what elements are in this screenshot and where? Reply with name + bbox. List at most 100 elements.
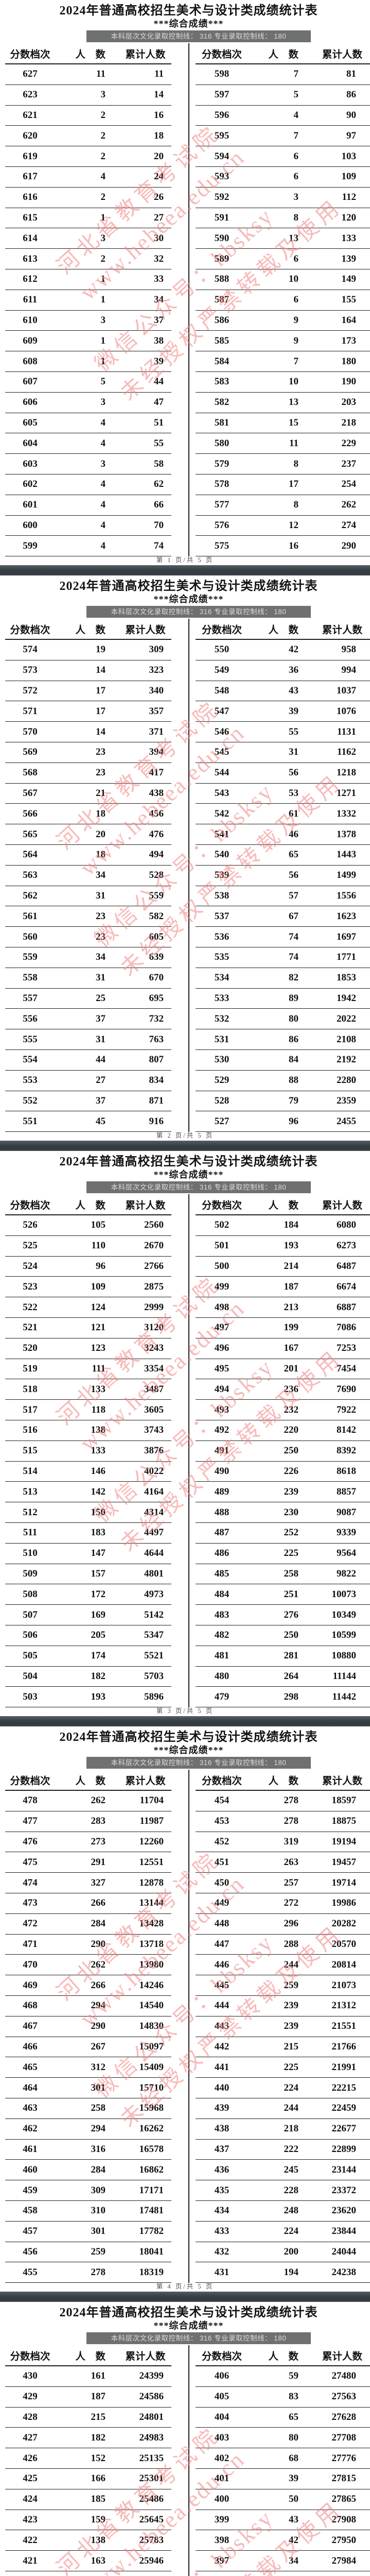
- column-header-score: 分数档次: [10, 1776, 50, 1787]
- count-cell: 1: [100, 274, 106, 285]
- cumulative-cell: 22899: [331, 2143, 357, 2155]
- table-row: 589 6 139: [196, 249, 370, 269]
- score-cell: 606: [23, 397, 38, 408]
- count-cell: 172: [91, 1588, 106, 1600]
- cumulative-cell: 19714: [331, 1877, 357, 1888]
- table-row: 479 298 11442: [196, 1687, 370, 1708]
- count-cell: 4: [100, 171, 106, 182]
- score-cell: 533: [214, 992, 230, 1004]
- table-row: 534 82 1853: [196, 968, 370, 989]
- score-cell: 553: [23, 1075, 38, 1086]
- cumulative-cell: 33: [154, 274, 164, 285]
- column-header-count: 人 数: [268, 49, 298, 60]
- count-cell: 65: [289, 849, 298, 860]
- table-row: 501 193 6273: [196, 1236, 370, 1257]
- score-cell: 487: [214, 1527, 230, 1538]
- count-cell: 1: [100, 294, 106, 306]
- score-cell: 398: [214, 2534, 230, 2546]
- table-row: 502 184 6080: [196, 1215, 370, 1236]
- page-footer: 第 2 页/共 5 页: [156, 1132, 214, 1139]
- count-cell: 74: [289, 931, 298, 942]
- score-cell: 476: [23, 1836, 38, 1847]
- table-row: 458 310 17481: [5, 2201, 171, 2222]
- control-line-band: 本科层次文化录取控制线： 316 专业录取控制线： 180: [86, 30, 311, 42]
- table-row: 423 159 25645: [5, 2510, 171, 2531]
- cumulative-cell: 13144: [139, 1897, 164, 1909]
- cumulative-cell: 27984: [331, 2555, 357, 2566]
- table-row: 561 23 582: [5, 906, 171, 927]
- table-row: 493 232 7922: [196, 1400, 370, 1420]
- count-cell: 214: [284, 1260, 299, 1272]
- table-row: 577 8 262: [196, 495, 370, 516]
- score-cell: 567: [23, 787, 38, 799]
- table-row: 579 8 237: [196, 454, 370, 474]
- page: 2024年普通高校招生美术与设计类成绩统计表 ***综合成绩*** 本科层次文化…: [0, 2302, 370, 2576]
- table-row: 530 84 2192: [196, 1050, 370, 1071]
- score-cell: 522: [23, 1301, 38, 1313]
- cumulative-cell: 1162: [337, 747, 356, 758]
- score-cell: 564: [23, 849, 38, 860]
- score-cell: 524: [23, 1260, 38, 1272]
- table-row: 460 284 16862: [5, 2160, 171, 2181]
- count-cell: 56: [289, 767, 298, 778]
- table-row: 578 17 254: [196, 474, 370, 495]
- table-row: 498 213 6887: [196, 1297, 370, 1318]
- table-row: 602 4 62: [5, 474, 171, 495]
- count-cell: 166: [91, 2473, 106, 2484]
- cumulative-cell: 5142: [144, 1609, 164, 1620]
- count-cell: 121: [91, 1322, 106, 1333]
- count-cell: 3: [100, 397, 106, 408]
- table-row: 456 259 18041: [5, 2242, 171, 2263]
- score-cell: 568: [23, 767, 38, 778]
- table-row: 505 174 5521: [5, 1646, 171, 1667]
- table-header-row: 分数档次 人 数 累计人数: [5, 43, 171, 64]
- count-cell: 184: [284, 1219, 299, 1231]
- count-cell: 187: [284, 1281, 299, 1292]
- score-cell: 425: [23, 2473, 38, 2484]
- cumulative-cell: 18: [154, 130, 164, 141]
- table-row: 548 43 1037: [196, 681, 370, 702]
- score-cell: 612: [23, 274, 38, 285]
- cumulative-cell: 1623: [337, 910, 356, 922]
- cumulative-cell: 559: [149, 890, 164, 901]
- page-separator: [0, 1716, 370, 1726]
- table-row: 428 215 24801: [5, 2408, 171, 2428]
- count-cell: 5: [100, 376, 106, 387]
- table-row: 422 138 25783: [5, 2530, 171, 2551]
- cumulative-cell: 14540: [139, 2000, 164, 2011]
- table-row: 426 152 25135: [5, 2448, 171, 2469]
- count-cell: 16: [289, 540, 298, 551]
- cumulative-cell: 25301: [139, 2473, 164, 2484]
- table-row: 494 236 7690: [196, 1379, 370, 1400]
- count-cell: 264: [284, 1670, 299, 1682]
- cumulative-cell: 25645: [139, 2514, 164, 2525]
- score-cell: 579: [214, 458, 230, 469]
- count-cell: 278: [284, 1816, 299, 1827]
- score-cell: 441: [214, 2061, 230, 2073]
- score-cell: 603: [23, 458, 38, 469]
- score-cell: 485: [214, 1568, 230, 1579]
- table-header-row: 分数档次 人 数 累计人数: [196, 1194, 370, 1215]
- score-cell: 521: [23, 1322, 38, 1333]
- table-row: 512 150 4314: [5, 1502, 171, 1523]
- table-row: 542 61 1332: [196, 804, 370, 825]
- score-cell: 597: [214, 89, 230, 100]
- cumulative-cell: 20814: [331, 1959, 357, 1970]
- column-header-score: 分数档次: [10, 2351, 50, 2362]
- cumulative-cell: 22677: [331, 2123, 357, 2134]
- column-header-score: 分数档次: [10, 625, 50, 636]
- score-cell: 582: [214, 397, 230, 408]
- cumulative-cell: 5703: [144, 1670, 164, 1682]
- score-table-right: 分数档次 人 数 累计人数 598 7 81 597 5 86 596 4 90 595 7 97 59…: [196, 43, 370, 557]
- table-row: 425 166 25301: [5, 2469, 171, 2489]
- count-cell: 74: [289, 952, 298, 963]
- table-row: 424 185 25486: [5, 2489, 171, 2510]
- cumulative-cell: 528: [149, 870, 164, 881]
- count-cell: 45: [96, 1115, 105, 1127]
- score-cell: 469: [23, 1979, 38, 1991]
- cumulative-cell: 237: [341, 458, 357, 469]
- table-row: 572 17 340: [5, 681, 171, 702]
- table-row: 451 263 19457: [196, 1852, 370, 1873]
- cumulative-cell: 23620: [331, 2205, 357, 2216]
- count-cell: 57: [289, 890, 298, 901]
